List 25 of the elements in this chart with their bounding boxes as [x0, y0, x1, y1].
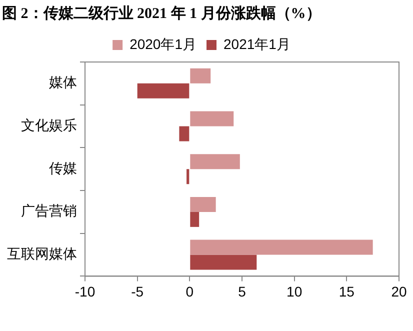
y-tick-label: 广告营销	[21, 204, 77, 220]
bar	[137, 83, 190, 98]
bar	[190, 254, 257, 270]
chart-title: 图 2：传媒二级行业 2021 年 1 月份涨跌幅（%）	[2, 4, 321, 23]
bar	[190, 196, 216, 212]
bar	[190, 111, 234, 126]
x-tick-label: -10	[74, 283, 96, 300]
x-tick-label: -5	[131, 283, 144, 300]
x-tick-label: 20	[391, 283, 407, 300]
x-tick-label: 5	[238, 283, 246, 300]
y-tick-label: 传媒	[49, 160, 77, 177]
y-tick-label: 互联网媒体	[7, 246, 77, 262]
bar	[179, 126, 190, 142]
bar	[190, 240, 373, 255]
x-tick-label: 10	[286, 283, 302, 300]
bar	[190, 212, 200, 227]
bar	[190, 154, 240, 170]
x-tick-label: 15	[338, 283, 355, 300]
legend-label: 2020年1月	[130, 36, 197, 52]
bar	[190, 68, 211, 84]
legend-label: 2021年1月	[224, 36, 290, 52]
bar	[186, 169, 190, 184]
y-tick-label: 文化娱乐	[21, 118, 77, 134]
y-tick-label: 媒体	[49, 75, 77, 92]
x-tick-label: 0	[186, 283, 194, 300]
